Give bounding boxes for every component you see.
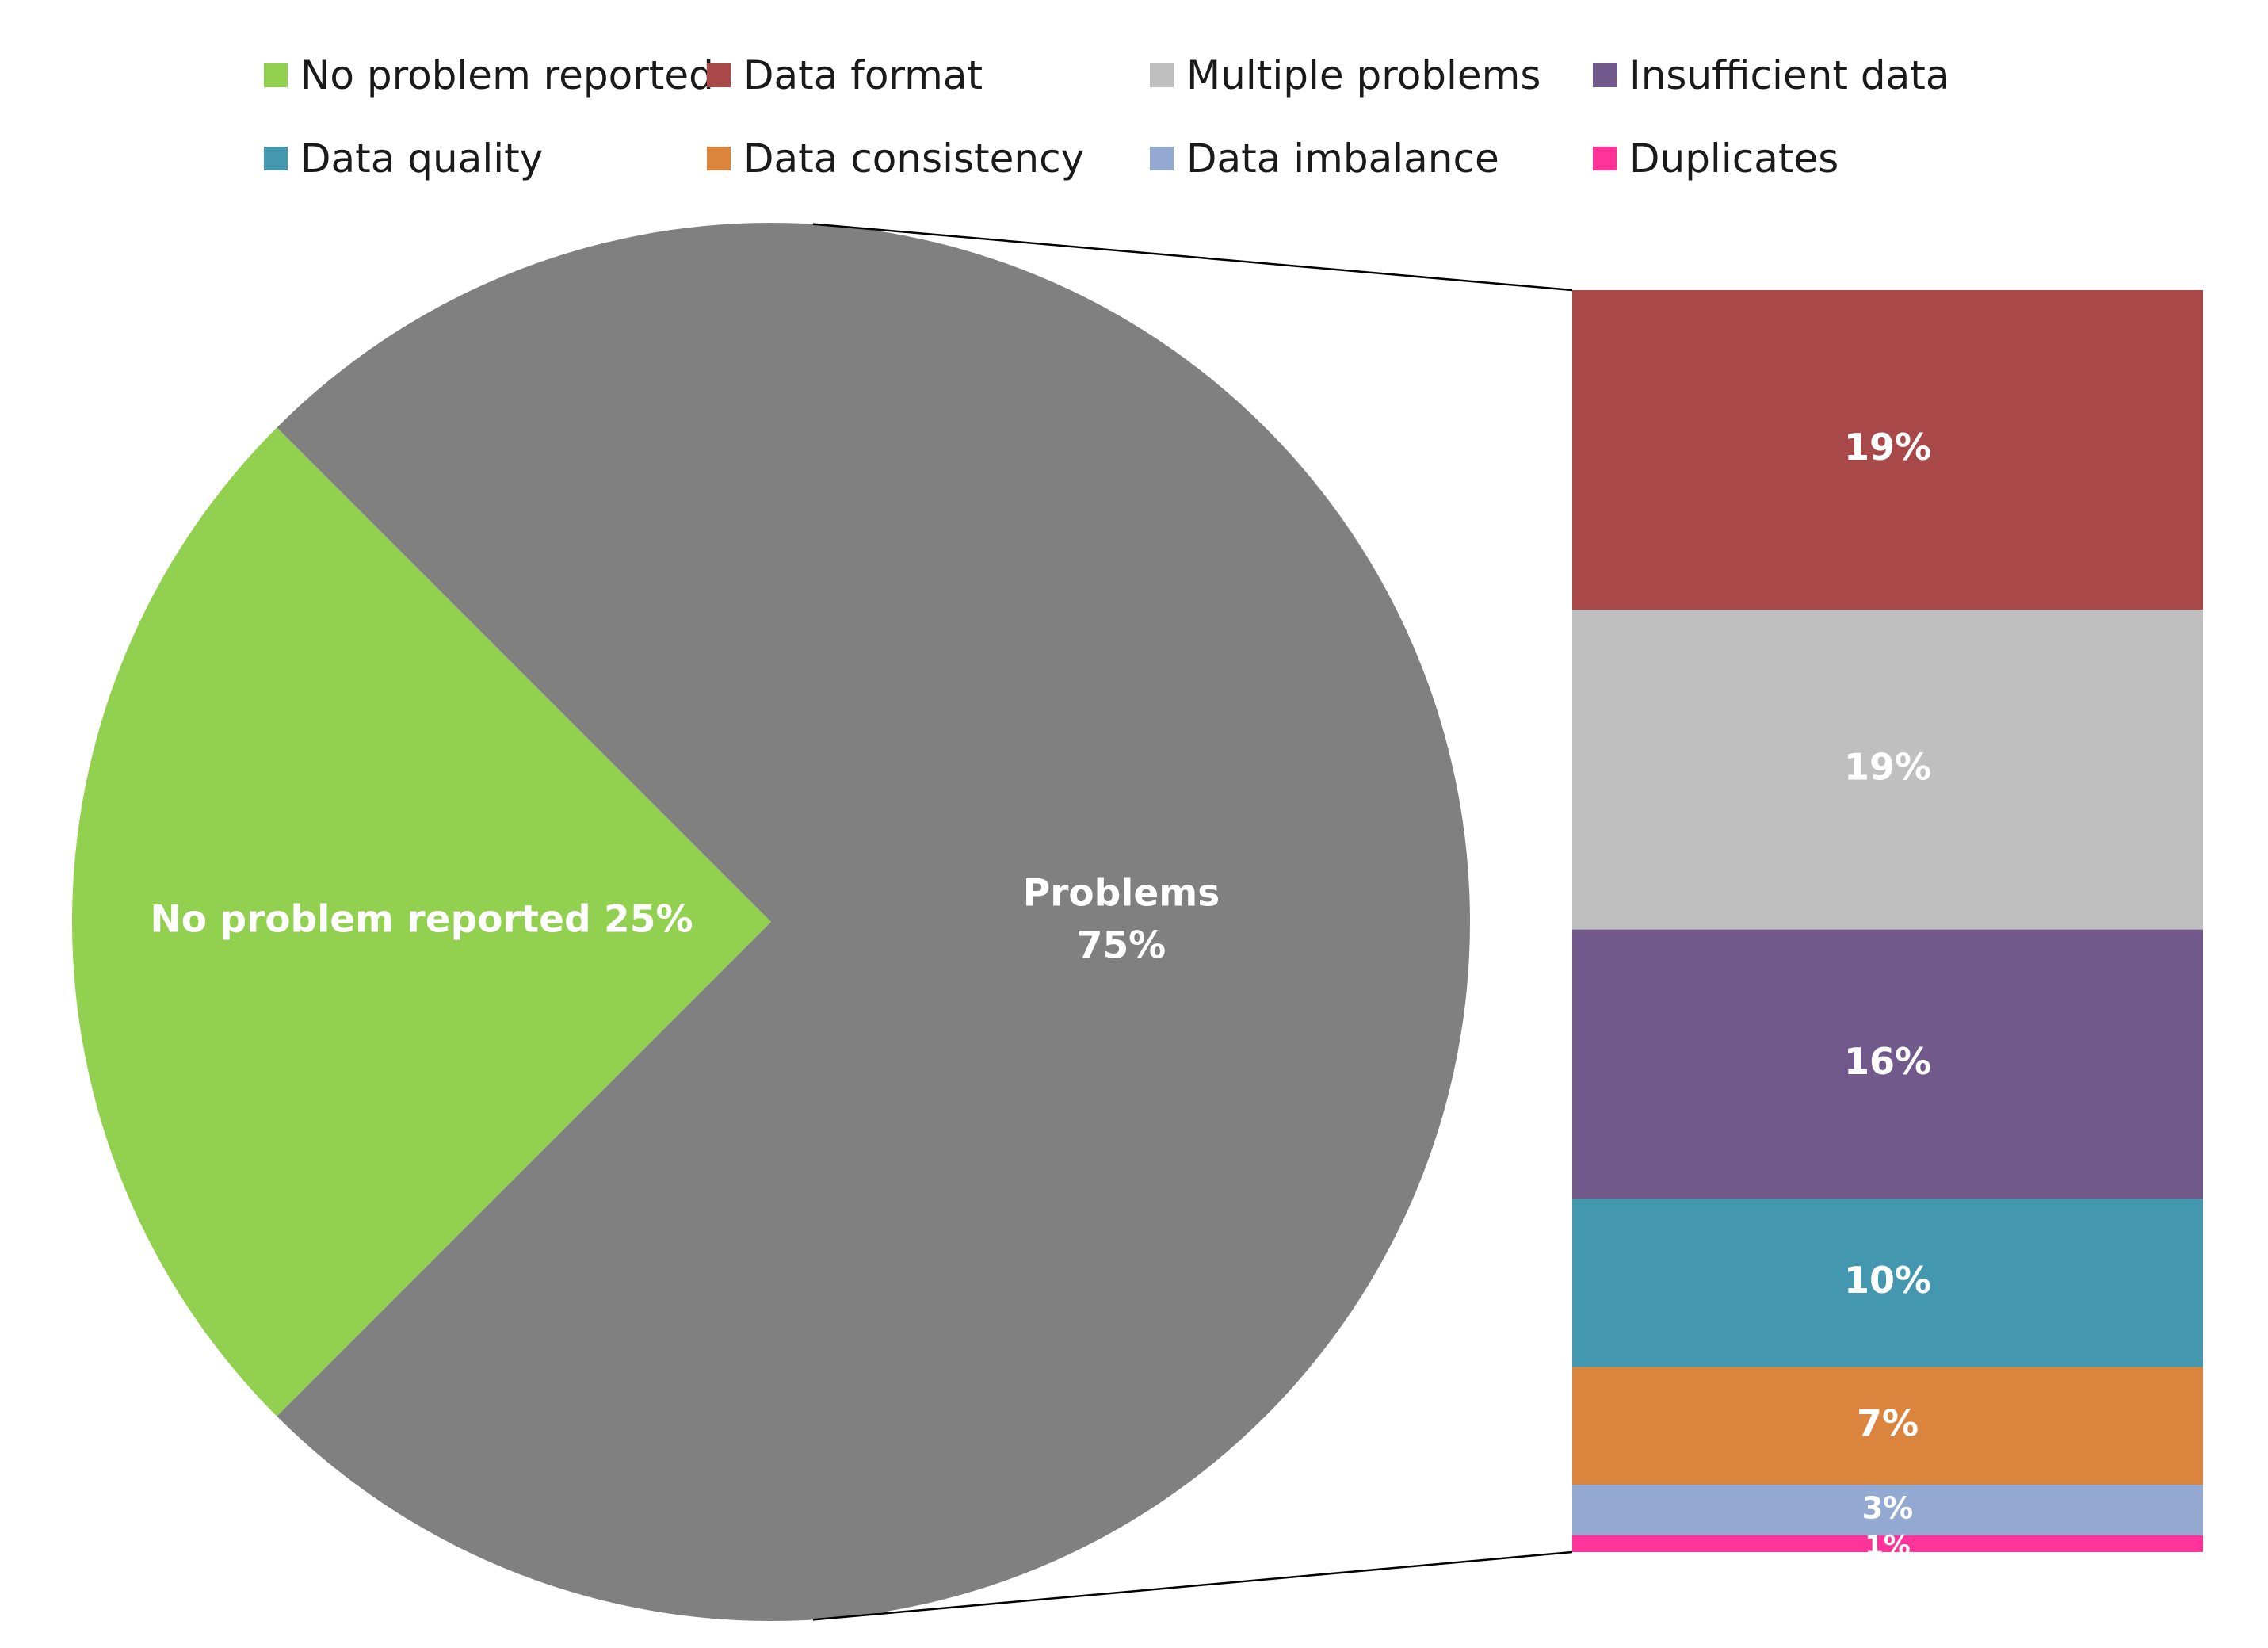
bar-label-data-format: 19%	[1844, 426, 1931, 468]
legend-swatch	[1593, 147, 1617, 170]
legend-swatch	[707, 147, 731, 170]
legend-item-multiple-problems: Multiple problems	[1150, 52, 1541, 98]
bar-segment-multiple-problems	[1572, 610, 2203, 930]
legend-label: Data imbalance	[1186, 136, 1499, 182]
legend-label: Data quality	[300, 136, 543, 182]
legend-label: Multiple problems	[1186, 52, 1541, 98]
legend-label: Data format	[743, 52, 983, 98]
legend-swatch	[1593, 63, 1617, 87]
legend-label: Insufficient data	[1629, 52, 1949, 98]
bar-segment-data-format	[1572, 290, 2203, 610]
legend-item-duplicates: Duplicates	[1593, 136, 1838, 182]
legend-label: Data consistency	[743, 136, 1084, 182]
bar-segment-data-consistency	[1572, 1367, 2203, 1485]
pie-label-problems: Problems	[1023, 872, 1220, 916]
bar-label-multiple-problems: 19%	[1844, 745, 1931, 788]
connector-line-bottom	[812, 1550, 1573, 1621]
legend-swatch	[264, 147, 288, 170]
legend-label: Duplicates	[1629, 136, 1838, 182]
bar-segment-data-imbalance	[1572, 1485, 2203, 1535]
legend-item-no-problem-reported: No problem reported	[264, 52, 714, 98]
legend-item-insufficient-data: Insufficient data	[1593, 52, 1949, 98]
legend-swatch	[264, 63, 288, 87]
legend-item-data-format: Data format	[707, 52, 983, 98]
breakdown-bar: 19% 19% 16% 10% 7% 3% 1%	[1572, 290, 2203, 1562]
bar-segment-duplicates	[1572, 1535, 2203, 1552]
bar-label-insufficient-data: 16%	[1844, 1040, 1931, 1083]
legend-swatch	[1150, 63, 1174, 87]
pie-label-problems-percent: 75%	[1077, 924, 1166, 968]
bar-label-data-consistency: 7%	[1857, 1401, 1919, 1444]
bar-label-data-imbalance: 3%	[1862, 1490, 1914, 1525]
legend-item-data-imbalance: Data imbalance	[1150, 136, 1499, 182]
bar-segment-insufficient-data	[1572, 929, 2203, 1199]
bar-segment-data-quality	[1572, 1199, 2203, 1367]
legend-item-data-consistency: Data consistency	[707, 136, 1084, 182]
connector-lines	[812, 223, 1573, 1621]
pie: No problem reported 25% Problems 75%	[71, 223, 1471, 1622]
bar-label-data-quality: 10%	[1844, 1259, 1931, 1302]
legend-swatch	[707, 63, 731, 87]
connector-line-top	[812, 223, 1573, 292]
pie-slice-no-problem-reported	[71, 427, 771, 1417]
legend-item-data-quality: Data quality	[264, 136, 543, 182]
pie-label-no-problem: No problem reported 25%	[150, 898, 693, 942]
legend-swatch	[1150, 147, 1174, 170]
bar-label-duplicates: 1%	[1865, 1530, 1911, 1562]
legend-label: No problem reported	[300, 52, 714, 98]
legend: No problem reported Data format Multiple p…	[264, 52, 1949, 182]
pie-slice-problems	[277, 223, 1471, 1622]
